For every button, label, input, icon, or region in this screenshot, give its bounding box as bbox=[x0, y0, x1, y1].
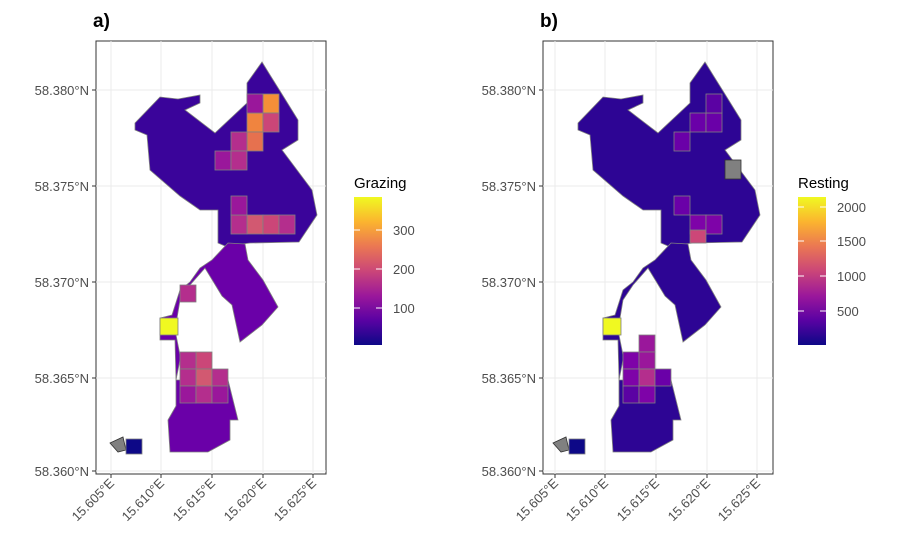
panel-a-x-axis: 15.605°E 15.610°E 15.615°E 15.620°E 15.6… bbox=[69, 474, 320, 524]
cell bbox=[159, 317, 179, 336]
y-tick-label: 58.360°N bbox=[35, 464, 89, 479]
panel-b-x-axis: 15.605°E 15.610°E 15.615°E 15.620°E 15.6… bbox=[513, 474, 764, 524]
y-tick-label: 58.375°N bbox=[35, 179, 89, 194]
cell bbox=[689, 112, 707, 133]
cell bbox=[705, 214, 723, 235]
legend-title: Grazing bbox=[354, 175, 407, 192]
x-tick-label: 15.625°E bbox=[271, 475, 320, 524]
panel-b-heatmap-cells bbox=[552, 61, 761, 455]
cell bbox=[638, 368, 656, 387]
cell bbox=[195, 368, 213, 387]
cell bbox=[179, 385, 197, 404]
x-tick-label: 15.610°E bbox=[563, 475, 612, 524]
cell bbox=[638, 385, 656, 404]
legend-tick-label: 1000 bbox=[837, 269, 866, 284]
cell bbox=[246, 112, 264, 133]
legend-tick-label: 500 bbox=[837, 304, 859, 319]
y-tick-label: 58.365°N bbox=[35, 371, 89, 386]
x-tick-label: 15.625°E bbox=[715, 475, 764, 524]
y-tick-label: 58.370°N bbox=[482, 275, 536, 290]
cell bbox=[602, 317, 622, 336]
cell bbox=[622, 351, 640, 370]
cell bbox=[622, 368, 640, 387]
cell bbox=[638, 351, 656, 370]
legend-colorbar bbox=[798, 197, 826, 345]
panel-b-tag: b) bbox=[540, 11, 558, 32]
cell bbox=[622, 385, 640, 404]
y-tick-label: 58.370°N bbox=[35, 275, 89, 290]
x-tick-label: 15.615°E bbox=[614, 475, 663, 524]
panel-a-legend: Grazing 300 200 100 bbox=[354, 175, 415, 345]
y-tick-label: 58.360°N bbox=[482, 464, 536, 479]
cell bbox=[211, 385, 229, 404]
cell bbox=[689, 229, 707, 244]
legend-tick-label: 2000 bbox=[837, 200, 866, 215]
legend-tick-label: 100 bbox=[393, 301, 415, 316]
cell bbox=[278, 214, 296, 235]
cell bbox=[195, 351, 213, 370]
cell bbox=[230, 214, 248, 235]
cell bbox=[125, 438, 143, 455]
cell bbox=[179, 368, 197, 387]
cell bbox=[673, 131, 691, 152]
legend-tick-label: 200 bbox=[393, 262, 415, 277]
cell bbox=[568, 438, 586, 455]
cell bbox=[246, 131, 264, 152]
cell bbox=[246, 214, 264, 235]
cell bbox=[673, 195, 691, 216]
panel-b-y-axis: 58.380°N 58.375°N 58.370°N 58.365°N 58.3… bbox=[482, 83, 543, 479]
panel-b-legend: Resting 2000 1500 1000 500 bbox=[798, 175, 866, 345]
x-tick-label: 15.615°E bbox=[170, 475, 219, 524]
cell bbox=[211, 368, 229, 387]
cell bbox=[246, 93, 264, 114]
cell bbox=[230, 195, 248, 216]
panel-a-y-axis: 58.380°N 58.375°N 58.370°N 58.365°N 58.3… bbox=[35, 83, 96, 479]
y-tick-label: 58.380°N bbox=[35, 83, 89, 98]
x-tick-label: 15.605°E bbox=[69, 475, 118, 524]
cell bbox=[179, 284, 197, 303]
panel-a-tag: a) bbox=[93, 11, 110, 32]
y-tick-label: 58.380°N bbox=[482, 83, 536, 98]
cell bbox=[179, 351, 197, 370]
panel-b-map: b) bbox=[482, 11, 866, 524]
cell bbox=[262, 93, 280, 114]
cell bbox=[724, 159, 742, 180]
cell bbox=[262, 214, 280, 235]
cell bbox=[195, 385, 213, 404]
x-tick-label: 15.620°E bbox=[665, 475, 714, 524]
panel-a-map: a) bbox=[35, 11, 415, 524]
legend-title: Resting bbox=[798, 175, 849, 192]
x-tick-label: 15.620°E bbox=[221, 475, 270, 524]
panel-a-heatmap-cells bbox=[109, 61, 318, 455]
cell bbox=[705, 93, 723, 114]
cell bbox=[638, 334, 656, 353]
cell bbox=[230, 131, 248, 152]
y-tick-label: 58.365°N bbox=[482, 371, 536, 386]
legend-colorbar bbox=[354, 197, 382, 345]
cell bbox=[705, 112, 723, 133]
cell bbox=[230, 150, 248, 171]
cell bbox=[654, 368, 672, 387]
cell bbox=[214, 150, 232, 171]
y-tick-label: 58.375°N bbox=[482, 179, 536, 194]
cell bbox=[262, 112, 280, 133]
x-tick-label: 15.605°E bbox=[513, 475, 562, 524]
legend-tick-label: 1500 bbox=[837, 234, 866, 249]
legend-tick-label: 300 bbox=[393, 223, 415, 238]
x-tick-label: 15.610°E bbox=[119, 475, 168, 524]
